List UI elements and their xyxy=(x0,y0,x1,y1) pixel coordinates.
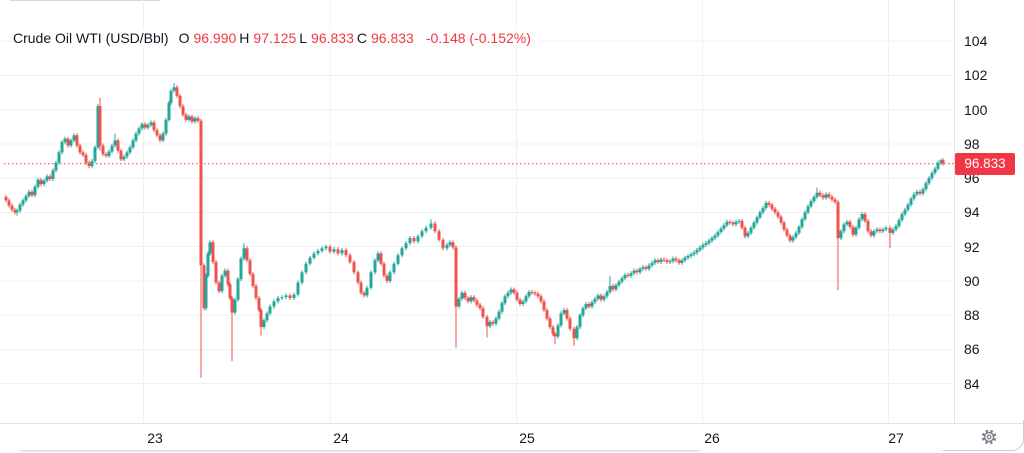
widget-corner-border xyxy=(943,420,1024,451)
chart-settings-button[interactable] xyxy=(980,428,998,446)
time-tick-label: 23 xyxy=(147,430,163,446)
ohlc-close-label: C xyxy=(356,30,367,46)
ohlc-low-value: 96.833 xyxy=(311,30,354,46)
price-tick-label: 104 xyxy=(964,33,988,50)
top-border-artifact xyxy=(10,0,160,1)
price-tick-label: 102 xyxy=(964,67,988,84)
time-tick-label: 27 xyxy=(888,430,904,446)
price-change: -0.148 (-0.152%) xyxy=(425,30,531,46)
ohlc-open-value: 96.990 xyxy=(193,30,237,46)
ohlc-close-value: 96.833 xyxy=(371,30,414,46)
price-tick-label: 86 xyxy=(964,341,980,358)
symbol-title: Crude Oil WTI (USD/Bbl) xyxy=(13,30,169,46)
price-tick-label: 88 xyxy=(964,307,980,324)
candlestick-chart[interactable] xyxy=(0,0,954,423)
time-tick-label: 24 xyxy=(333,430,349,446)
price-axis[interactable]: 84 86 88 90 92 94 96 98 100 102 104 96.833 xyxy=(954,0,1024,453)
ohlc-high-label: H xyxy=(239,30,250,46)
price-tick-label: 100 xyxy=(964,101,988,118)
ohlc-low-label: L xyxy=(299,30,308,46)
price-tick-label: 94 xyxy=(964,204,980,221)
time-axis[interactable]: 23 24 25 26 27 xyxy=(0,423,1024,453)
gear-icon xyxy=(981,429,997,445)
ohlc-open-label: O xyxy=(178,30,190,46)
symbol-legend: Crude Oil WTI (USD/Bbl) O 96.990 H 97.12… xyxy=(13,29,539,47)
current-price-label: 96.833 xyxy=(955,152,1015,175)
time-tick-label: 26 xyxy=(704,430,720,446)
bottom-scrollbar-artifact[interactable] xyxy=(20,450,700,452)
price-tick-label: 84 xyxy=(964,375,980,392)
price-tick-label: 92 xyxy=(964,238,980,255)
ohlc-high-value: 97.125 xyxy=(253,30,297,46)
price-tick-label: 98 xyxy=(964,135,980,152)
price-tick-label: 90 xyxy=(964,272,980,289)
time-tick-label: 25 xyxy=(519,430,535,446)
